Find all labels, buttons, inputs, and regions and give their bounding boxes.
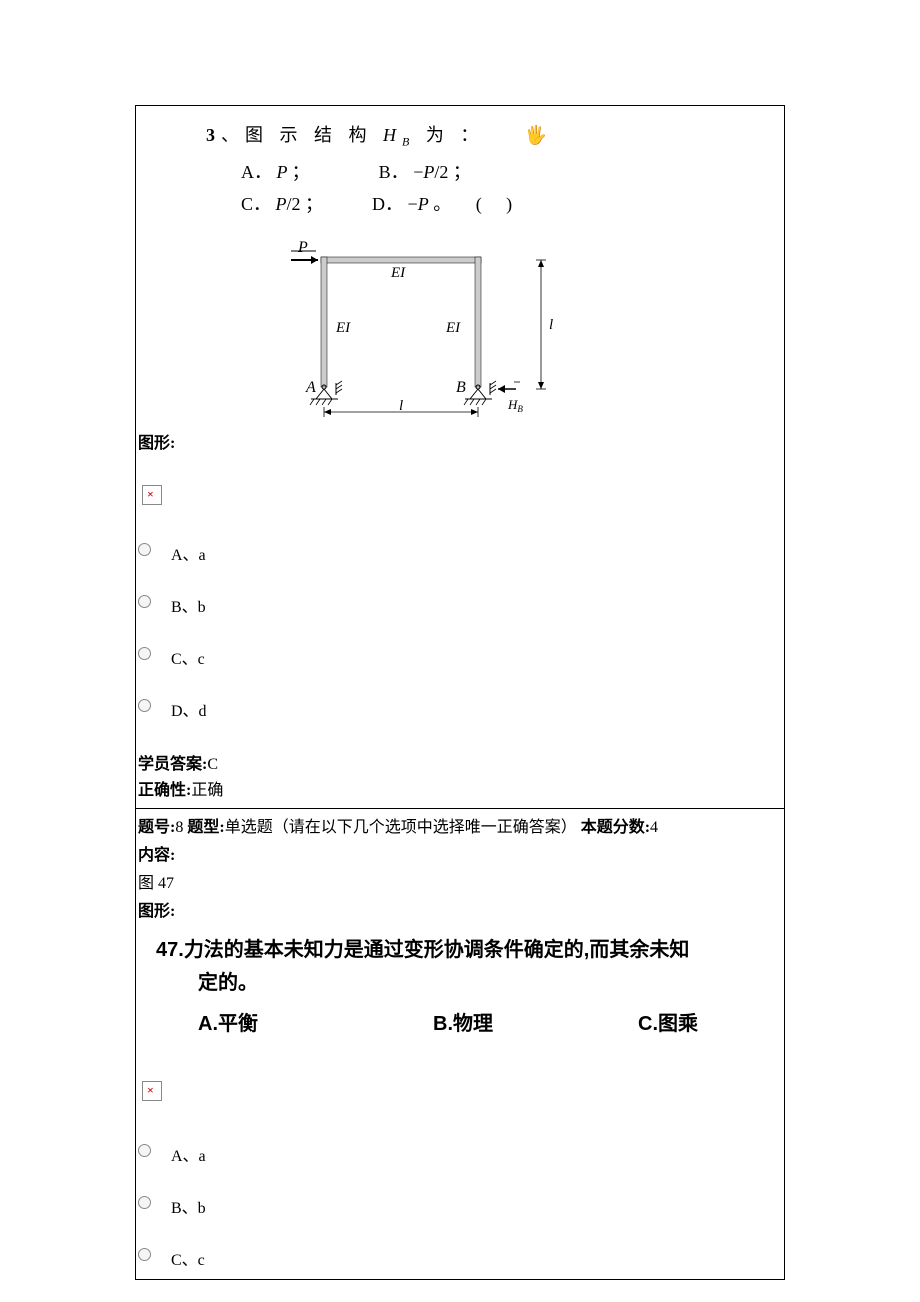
q47-text1: 力法的基本未知力是通过变形协调条件确定的,而其余未知	[184, 939, 690, 961]
q8-choice-c-text: C、c	[171, 1240, 205, 1270]
choices-q8: A、a B、b C、c	[136, 1131, 784, 1279]
options-row-2: C． P/2 ； D． −P 。 ( )	[241, 190, 764, 216]
broken-image-icon	[142, 485, 162, 505]
problem-number: 3	[206, 125, 221, 145]
question-7-section: 3、图 示 结 构 HB 为 ： 🖐 A． P ； B． −P/2 ； C． P…	[136, 106, 784, 1279]
radio-d[interactable]	[138, 699, 151, 712]
B-label: B	[456, 379, 466, 396]
q8-num: 8	[175, 819, 183, 836]
opt-b-value: −P/2	[413, 162, 453, 182]
choice-a-text: A、a	[171, 535, 206, 565]
choice-row-d: D、d	[138, 691, 782, 721]
problem-var-H: H	[383, 125, 402, 145]
q47-line2: 定的。	[198, 966, 784, 995]
problem-prefix-text: 、图 示 结 构	[221, 125, 373, 145]
q47-opt-a: A.平衡	[198, 1007, 433, 1036]
choices-q7: A、a B、b C、c D、d	[136, 530, 784, 748]
choice-row-b: B、b	[138, 587, 782, 617]
student-answer-label: 学员答案:	[138, 756, 207, 773]
tu47-text: 图 47	[136, 867, 784, 895]
problem-suffix-text: 为 ：	[426, 125, 485, 145]
correctness-value: 正确	[191, 782, 223, 799]
opt-d-sep: 。	[433, 194, 451, 214]
choice-d-text: D、d	[171, 691, 207, 721]
radio-b[interactable]	[138, 595, 151, 608]
page-container: 3、图 示 结 构 HB 为 ： 🖐 A． P ； B． −P/2 ； C． P…	[135, 105, 785, 1280]
q8-radio-b[interactable]	[138, 1196, 151, 1209]
q8-choice-row-c: C、c	[138, 1240, 782, 1270]
student-answer-value: C	[207, 756, 218, 773]
P-label: P	[297, 239, 308, 256]
student-answer-line: 学员答案:C	[138, 750, 782, 774]
q8-score: 4	[650, 819, 658, 836]
choice-b-text: B、b	[171, 587, 206, 617]
q47-num: 47.	[156, 939, 184, 961]
l-horiz: l	[399, 398, 403, 414]
choice-row-a: A、a	[138, 535, 782, 565]
q47-opt-b: B.物理	[433, 1007, 638, 1036]
q8-choice-row-b: B、b	[138, 1188, 782, 1218]
opt-b-label: B．	[379, 162, 409, 182]
EI-right: EI	[445, 320, 461, 336]
opt-c-sep: ；	[305, 194, 323, 214]
q8-type: 单选题（请在以下几个选项中选择唯一正确答案）	[225, 819, 577, 836]
opt-c-value: P/2	[276, 194, 306, 214]
opt-a-sep: ；	[292, 162, 310, 182]
content-label: 内容:	[136, 839, 784, 867]
radio-a[interactable]	[138, 543, 151, 556]
opt-d-value: −P	[408, 194, 434, 214]
options-row-1: A． P ； B． −P/2 ；	[241, 158, 764, 184]
q8-type-label: 题型:	[187, 819, 224, 836]
radio-c[interactable]	[138, 647, 151, 660]
opt-b-sep: ；	[453, 162, 471, 182]
HB-label: HB	[507, 397, 523, 414]
hand-cursor-icon: 🖐	[525, 125, 547, 146]
answer-section-q7: 学员答案:C 正确性:正确	[136, 748, 784, 804]
opt-c-label: C．	[241, 194, 271, 214]
q8-radio-c[interactable]	[138, 1248, 151, 1261]
opt-a-label: A．	[241, 162, 272, 182]
q47-opt-c: C.图乘	[638, 1007, 698, 1036]
q8-num-label: 题号:	[138, 819, 175, 836]
tuxing-label-1: 图形:	[136, 427, 784, 455]
structure-diagram: P EI EI EI A	[256, 237, 576, 417]
correctness-line: 正确性:正确	[138, 776, 782, 800]
q8-choice-b-text: B、b	[171, 1188, 206, 1218]
correctness-label: 正确性:	[138, 782, 191, 799]
q8-choice-row-a: A、a	[138, 1136, 782, 1166]
A-label: A	[305, 379, 316, 396]
q8-header: 题号:8 题型:单选题（请在以下几个选项中选择唯一正确答案） 本题分数:4	[136, 809, 784, 839]
EI-left: EI	[335, 320, 351, 336]
problem-sub-B: B	[402, 135, 415, 149]
l-vert: l	[549, 317, 553, 333]
opt-d-label: D．	[372, 194, 403, 214]
answer-paren: ( )	[476, 194, 523, 214]
q47-line1: 47.力法的基本未知力是通过变形协调条件确定的,而其余未知	[156, 933, 784, 962]
q8-score-label: 本题分数:	[581, 819, 650, 836]
EI-top: EI	[390, 265, 406, 281]
problem-3-image: 3、图 示 结 构 HB 为 ： 🖐 A． P ； B． −P/2 ； C． P…	[136, 106, 784, 427]
q47-options: A.平衡 B.物理 C.图乘	[198, 1007, 784, 1036]
choice-c-text: C、c	[171, 639, 205, 669]
broken-image-icon-2	[142, 1081, 162, 1101]
q8-choice-a-text: A、a	[171, 1136, 206, 1166]
q8-radio-a[interactable]	[138, 1144, 151, 1157]
opt-a-value: P	[277, 162, 292, 182]
problem-3-header: 3、图 示 结 构 HB 为 ： 🖐	[206, 121, 764, 150]
tuxing-label-2: 图形:	[136, 895, 784, 923]
choice-row-c: C、c	[138, 639, 782, 669]
q47-image: 47.力法的基本未知力是通过变形协调条件确定的,而其余未知 定的。 A.平衡 B…	[136, 923, 784, 1046]
